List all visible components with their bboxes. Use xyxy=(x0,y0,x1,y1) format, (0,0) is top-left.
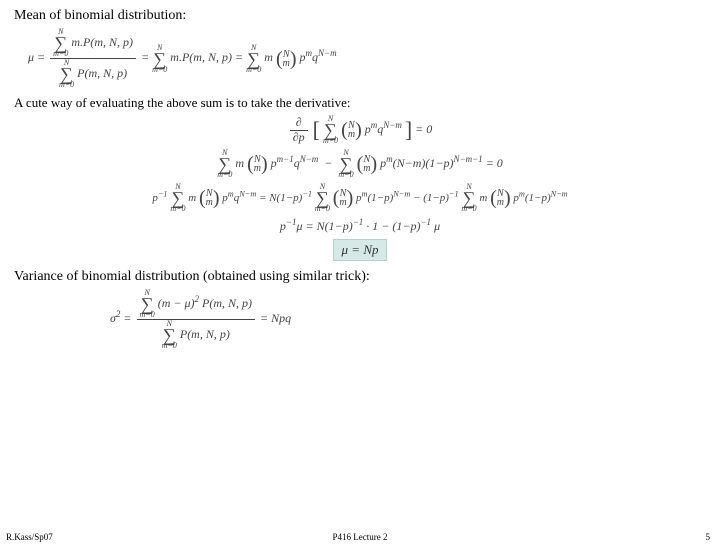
variance-result: Npq xyxy=(271,311,291,325)
mu-symbol: μ xyxy=(28,50,34,64)
footer-center: P416 Lecture 2 xyxy=(0,532,720,542)
footer: R.Kass/Sp07 P416 Lecture 2 5 xyxy=(0,532,720,542)
eq-mu-relation: p−1μ = N(1−p)−1 · 1 − (1−p)−1 μ xyxy=(0,217,720,235)
derivative-note: A cute way of evaluating the above sum i… xyxy=(14,95,720,111)
eq-mean-definition: μ = N∑m=0 m.P(m, N, p) N∑m=0 P(m, N, p) … xyxy=(28,28,720,89)
heading-variance: Variance of binomial distribution (obtai… xyxy=(14,269,720,285)
boxed-mean: μ = Np xyxy=(333,239,388,261)
footer-right: 5 xyxy=(706,532,711,542)
eq-mean-result: μ = Np xyxy=(0,239,720,261)
eq-long-line: p−1 N∑m=0 m (Nm) pmqN−m = N(1−p)−1 N∑m=0… xyxy=(0,183,720,213)
eq-variance: σ2 = N∑m=0 (m − μ)2 P(m, N, p) N∑m=0 P(m… xyxy=(110,289,720,350)
heading-mean: Mean of binomial distribution: xyxy=(14,8,720,24)
eq-derivative-setup: ∂∂p [ N∑m=0 (Nm) pmqN−m ] = 0 xyxy=(0,115,720,145)
eq-derivative-expanded: N∑m=0 m (Nm) pm−1qN−m − N∑m=0 (Nm) pm(N−… xyxy=(0,149,720,179)
footer-left: R.Kass/Sp07 xyxy=(6,532,53,542)
